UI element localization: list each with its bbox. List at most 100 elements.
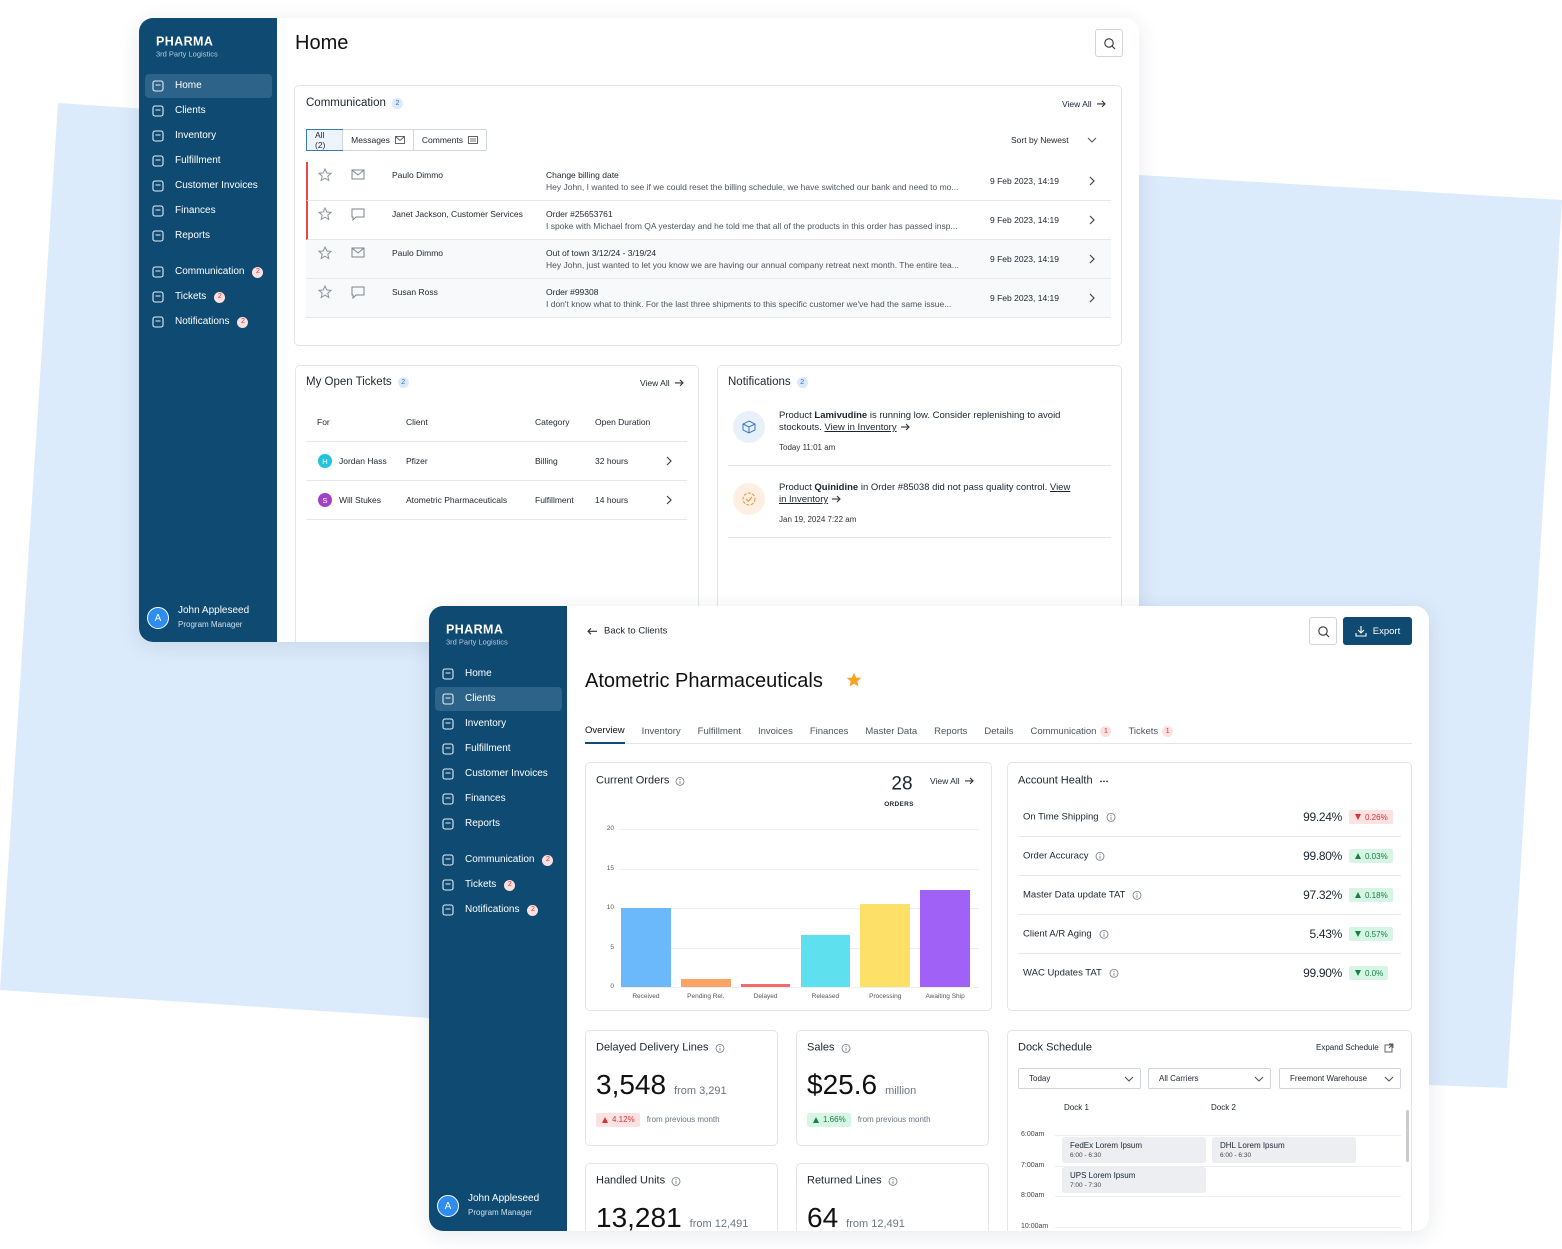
tabs-baseline [585,743,1412,744]
ticket-category: Fulfillment [535,494,574,505]
back-label: Back to Clients [604,625,668,637]
info-icon [1106,812,1115,822]
kpi-value: 3,548 [596,1069,667,1101]
user-name: John Appleseed [468,1193,540,1204]
kpi-value: 13,281 [596,1202,682,1231]
tagline: 3rd Party Logistics [156,49,218,59]
tagline: 3rd Party Logistics [446,637,508,647]
message-row [306,162,1111,201]
change-value: 0.03% [1365,851,1388,861]
search-icon-part [1317,625,1328,636]
nav-icon [442,718,454,730]
card-title: My Open Tickets 2 [306,376,409,390]
arrow-icon [900,424,910,431]
nav-badge: 2 [214,291,226,303]
arrow-icon-part [905,424,910,431]
chevron-down-icon-part [1254,1076,1264,1082]
notification-before: Product [779,410,815,421]
info-icon-part [1109,968,1119,978]
info-icon [671,1176,681,1186]
row-chevron-part [1089,293,1095,303]
tab-label: Finances [809,725,849,737]
ticket-for: Will Stukes [339,494,382,505]
dock-slot [1062,1167,1206,1193]
nav-item: Tickets 2 [175,291,226,303]
nav-icon [442,768,454,780]
nav-icon-part [152,80,164,92]
notification-before: Product [779,482,815,493]
avatar-initial: A [444,1200,452,1212]
external-icon-part [1384,1044,1393,1053]
time-label: 6:00am [1021,1130,1045,1138]
x-tick-label: Received [632,993,660,1001]
bar [800,934,851,987]
tab: Overview [585,718,625,744]
nav-icon [442,818,454,830]
kpi-compare: from 3,291 [674,1085,727,1098]
more-icon-part [1105,780,1108,782]
row-divider [1018,875,1401,876]
change-value: 1.66% [823,1115,846,1125]
bar [860,904,911,987]
search-icon-part [1325,633,1329,637]
nav-icon-part [152,180,164,192]
direction-icon [1355,970,1361,976]
nav-active [435,687,562,711]
slot-name: UPS Lorem Ipsum [1070,1171,1136,1181]
star-icon [318,246,332,260]
row-divider [306,441,687,442]
nav-badge: 2 [252,266,264,278]
nav-icon-part [442,818,454,830]
tab-badge: 1 [1100,725,1112,737]
nav-icon [442,854,454,866]
row-divider [306,519,687,520]
tab-label: Comments [421,135,463,145]
filter-select: All Carriers [1148,1068,1271,1089]
view-all: View All [1062,99,1106,109]
tab: Tickets 1 [1128,718,1174,744]
more-icon [1099,780,1108,782]
time-line [1055,1227,1401,1228]
tab-label: Tickets [1128,725,1159,737]
message-date: 9 Feb 2023, 14:19 [990,253,1060,264]
tab: Reports [934,718,967,744]
kpi-card [585,1030,778,1146]
info-icon [888,1176,898,1186]
arrow-left-icon [587,627,597,635]
card-title: Account Health [1018,774,1109,787]
tab: Master Data [865,718,917,744]
message-kind-icon-part [351,169,365,176]
nav-item: Communication 2 [175,266,264,278]
view-all: View All [640,378,684,388]
brand: PHARMA [156,34,214,49]
message-subject: Out of town 3/12/24 - 3/19/24 [546,247,657,258]
info-icon-part [718,1045,721,1047]
nav-icon-part [152,155,164,167]
card-title-text: Account Health [1018,774,1093,787]
slot-time: 7:00 - 7:30 [1070,1182,1102,1190]
change-chip: 0.26% [1349,810,1393,824]
orders-total: 28 [891,773,913,795]
page-title: Home [295,32,349,54]
search-icon [1103,37,1115,49]
message-from: Janet Jackson, Customer Services [392,208,523,219]
nav-label: Communication [175,266,245,277]
direction-icon [602,1117,608,1123]
nav-icon-part [442,668,454,680]
nav-item: Inventory [465,718,507,729]
orders-total-label: ORDERS [884,801,914,809]
home-window: PHARMA 3rd Party Logistics Home Clients Inve… [139,18,1139,642]
info-icon [1109,968,1119,978]
notification-icon [733,411,765,443]
direction-icon [1355,892,1361,898]
metric-change: 0.18% [1349,888,1396,902]
message-row [306,279,1111,318]
message-kind-icon [351,169,365,180]
tickets-card [295,365,699,642]
kpi-change-note: from previous month [646,1115,720,1125]
message-date: 9 Feb 2023, 14:19 [990,175,1060,186]
kpi-change-row: 1.66% from previous month [807,1113,931,1127]
y-tick-label: 20 [606,825,614,833]
bar [740,983,791,987]
notifications-card [717,365,1122,642]
